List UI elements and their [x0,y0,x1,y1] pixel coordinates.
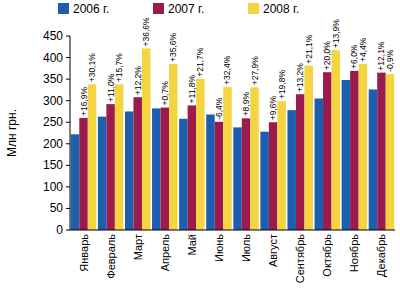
bar [250,87,259,230]
x-tick-label: Июнь [213,234,225,262]
bar [196,79,205,230]
annotation: +13,2% [295,63,305,93]
bar [115,84,124,230]
bar [332,50,341,230]
bar [260,132,269,230]
y-tick-label: 50 [50,201,64,215]
x-tick-label: Апрель [159,234,171,272]
x-tick-label: Август [267,234,279,267]
y-tick [66,57,70,58]
bar [98,117,107,230]
y-axis [70,36,71,230]
annotation: +30,1% [87,53,97,83]
y-tick-label: 350 [43,72,63,86]
bars [71,49,394,230]
bar [287,110,296,230]
bar [304,66,313,230]
x-tick-label: Октябрь [321,234,333,277]
annotation: +13,9% [331,19,341,49]
bar [342,80,351,230]
x-tick-label: Декабрь [375,234,387,277]
annotation: +12,2% [133,66,143,96]
annotation: -0,9% [385,49,395,72]
bar [179,119,188,230]
legend-label: 2006 г. [73,2,109,16]
annotation: +0,7% [160,81,170,106]
annotation: +16,9% [79,86,89,116]
bar [323,72,332,230]
bar [161,108,170,230]
bar [296,94,305,230]
annotation: +21,7% [195,47,205,77]
chart: +16,9%+11,0%+12,2%+0,7%+11,8%-6,4%+8,9%+… [0,0,400,302]
annotation: +32,4% [222,55,232,85]
y-tick [66,36,70,37]
annotation: +4,4% [358,37,368,62]
annotations: +16,9%+11,0%+12,2%+0,7%+11,8%-6,4%+8,9%+… [79,17,395,120]
annotation: +8,9% [241,92,251,117]
bar [315,99,324,230]
y-tick-label: 300 [43,94,63,108]
y-tick-label: 250 [43,115,63,129]
x-tick-label: Январь [78,234,90,272]
annotation: +11,8% [187,75,197,104]
bar [188,105,197,230]
bar [386,74,395,230]
bar [88,84,97,230]
bar [71,134,80,230]
bar [223,87,232,230]
legend-swatch [153,3,164,14]
legend-swatch [248,3,259,14]
legend-swatch [58,3,69,14]
bar [142,49,151,230]
y-tick [66,79,70,80]
annotation: +27,9% [250,56,260,86]
x-axis [70,230,395,231]
bar [125,111,134,230]
y-tick [66,122,70,123]
x-tick-label: Май [186,234,198,256]
y-tick [66,208,70,209]
y-tick-label: 0 [56,223,63,237]
y-tick [66,230,70,231]
x-tick-label: Июль [240,234,252,262]
y-tick-label: 150 [43,158,63,172]
bar [233,127,242,230]
bar [133,97,142,230]
bar [106,104,115,230]
bar [242,118,251,230]
y-tick [66,165,70,166]
y-tick [66,143,70,144]
y-tick-label: 200 [43,137,63,151]
y-tick [66,100,70,101]
x-tick-label: Сентябрь [294,234,306,284]
bar [377,73,386,230]
bar [359,64,368,230]
bar [79,118,88,230]
annotation: +35,6% [168,33,178,63]
x-tick-label: Февраль [105,234,117,279]
bar [269,122,278,230]
y-tick-label: 450 [43,29,63,43]
bar [369,89,378,230]
bar [350,71,359,230]
y-axis-label: Млн грн. [5,109,19,157]
annotation: +15,7% [114,53,124,83]
x-tick-label: Март [132,234,144,260]
annotation: +36,6% [141,17,151,47]
legend-label: 2008 г. [263,2,299,16]
bar [152,108,161,230]
y-tick-label: 100 [43,180,63,194]
bar [169,64,178,230]
bar [206,114,215,230]
annotation: +21,1% [304,34,314,64]
bar [277,101,286,230]
bar [215,122,224,230]
x-tick-label: Ноябрь [348,234,360,272]
annotation: -6,4% [214,97,224,120]
y-tick [66,186,70,187]
annotation: +19,8% [277,70,287,100]
legend-label: 2007 г. [168,2,204,16]
y-tick-label: 400 [43,51,63,65]
